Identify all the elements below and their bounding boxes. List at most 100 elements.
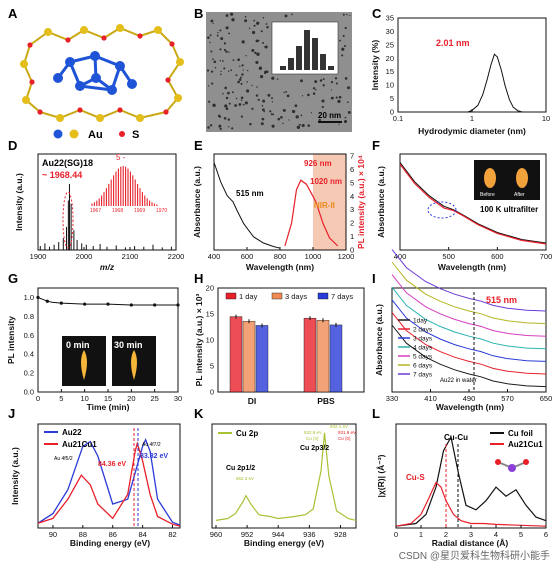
h-legend-swatch-1 [271, 292, 283, 300]
d-xtick-label-0: 1900 [30, 252, 47, 261]
g-point-4 [59, 301, 63, 305]
l-legend-au21cu1: Au21Cu1 [508, 440, 543, 449]
g-ytick-label-5: 1.0 [24, 293, 34, 302]
tem-particle [212, 22, 214, 25]
tem-particle [219, 116, 222, 118]
legend-au-label: Au [88, 129, 103, 141]
tem-particle [344, 45, 346, 47]
tem-particle [255, 60, 259, 64]
tem-particle [321, 99, 325, 103]
i-legend-label-0: 1day [413, 318, 428, 325]
k-xtick-label-2: 944 [272, 530, 285, 539]
l-legend-cufoil: Cu foil [508, 429, 533, 438]
g-xtick-label-2: 10 [80, 394, 88, 403]
c-ytick-label-7: 35 [386, 14, 394, 23]
tem-particle [339, 39, 342, 42]
tem-particle [211, 82, 214, 85]
l-xtick-label-0: 0 [394, 530, 398, 539]
e-ann-926: 926 nm [304, 159, 332, 168]
tem-particle [238, 103, 242, 106]
panel-letter-b: B [194, 6, 203, 21]
tem-particle [239, 65, 241, 67]
tem-particle [271, 101, 274, 103]
tem-particle [248, 27, 251, 30]
i-xtick-label-1: 410 [424, 394, 437, 403]
j-au21cu1-line [37, 441, 181, 527]
tem-particle [344, 26, 347, 30]
tem-particle [253, 19, 256, 22]
tem-particle [228, 126, 230, 128]
i-series-4 [391, 274, 547, 337]
k-xtick-label-3: 936 [303, 530, 316, 539]
tem-particle [210, 50, 213, 53]
j-ann-4f72: Au 4f7/2 [142, 442, 161, 448]
tem-particle [244, 16, 247, 18]
tem-particle [262, 16, 265, 19]
i-annotation: 515 nm [486, 295, 517, 305]
c-annotation: 2.01 nm [436, 38, 470, 48]
tem-particle [251, 30, 256, 35]
e-ann-nir: NIR-II [314, 201, 335, 210]
tem-particle [295, 115, 299, 119]
tem-particle [240, 115, 244, 118]
tem-particle [245, 55, 247, 57]
i-legend-label-5: 6 days [413, 363, 433, 370]
tem-particle [284, 14, 288, 18]
panel-letter-c: C [372, 6, 382, 21]
tem-particle [231, 91, 234, 94]
tem-particle [242, 69, 244, 71]
c-ytick-label-1: 5 [390, 94, 394, 103]
tem-particle [207, 36, 210, 39]
i-series-3 [391, 286, 547, 350]
g-point-2 [45, 299, 49, 303]
tem-particle [227, 118, 230, 121]
i-series-1 [391, 312, 547, 375]
tem-particle [269, 110, 272, 113]
tem-particle [300, 114, 303, 117]
panel-letter-e: E [194, 138, 203, 153]
tem-particle [214, 66, 217, 69]
f-inset-before: Before [480, 192, 495, 198]
f-ylabel: Absorbance (a.u.) [376, 166, 386, 238]
tem-particle [218, 124, 222, 128]
tem-particle [322, 84, 325, 87]
tem-particle [220, 37, 224, 41]
legend-s-dot [119, 131, 125, 137]
tem-particle [271, 76, 275, 80]
tem-particle [238, 78, 242, 81]
l-molecule-icon [495, 459, 529, 472]
j-legend-au21cu1: Au21Cu1 [62, 440, 97, 449]
tem-particle [338, 95, 342, 99]
tem-particle [206, 69, 210, 72]
tem-particle [224, 86, 228, 90]
tem-particle [228, 51, 230, 53]
tem-particle [235, 97, 238, 100]
tem-particle [344, 77, 348, 80]
panel-a-structure: Au S [20, 24, 184, 141]
g-ytick-label-1: 0.2 [24, 369, 34, 378]
panel-letter-k: K [194, 406, 204, 421]
d-xtick-label-2: 2100 [122, 252, 139, 261]
tem-particle [282, 108, 286, 112]
i-legend-label-4: 5 days [413, 354, 433, 361]
tem-particle [288, 119, 290, 121]
f-xtick-label-3: 700 [540, 252, 553, 261]
panel-letter-h: H [194, 271, 203, 286]
i-legend-label-1: 2 days [413, 327, 433, 334]
legend-s-label: S [132, 129, 139, 141]
tem-particle [312, 87, 316, 90]
tem-particle [209, 124, 213, 127]
j-au22-line [37, 438, 181, 526]
tem-particle [266, 26, 269, 29]
f-inset-after: After [514, 192, 525, 198]
g-point-0 [36, 295, 40, 300]
l-cufoil-line [395, 435, 547, 527]
tem-particle [219, 29, 222, 32]
panel-letter-d: D [8, 138, 17, 153]
i-series-2 [391, 299, 547, 362]
tem-particle [225, 107, 229, 111]
f-annotation: 100 K ultrafilter [480, 205, 538, 214]
k-series-line [215, 432, 357, 521]
tem-particle [256, 86, 258, 88]
tem-particle [251, 48, 255, 53]
